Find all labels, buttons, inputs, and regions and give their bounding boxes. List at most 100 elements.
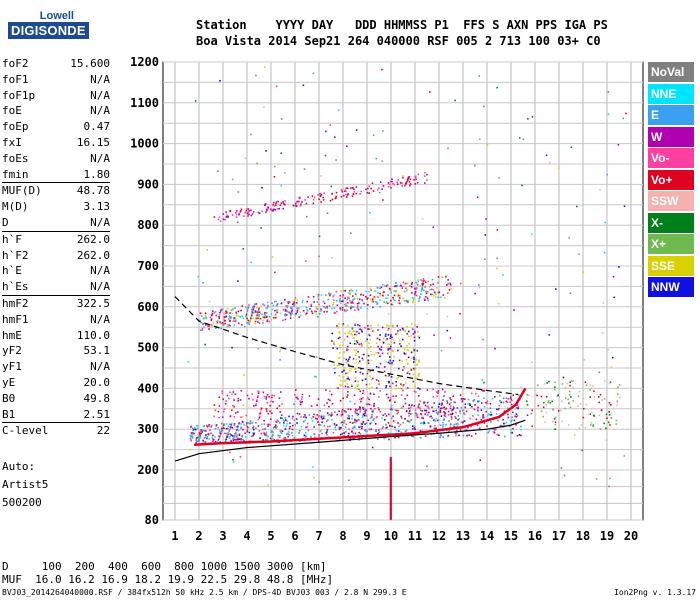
echo-point [510, 403, 513, 406]
echo-point [359, 433, 362, 435]
echo-point [251, 213, 254, 215]
echo-point [234, 307, 236, 309]
echo-point [288, 433, 290, 436]
echo-point [564, 407, 567, 410]
echo-point [375, 416, 378, 419]
echo-point [390, 299, 392, 302]
param-value: 16.15 [76, 135, 110, 149]
echo-point [211, 438, 214, 440]
echo-point [443, 414, 446, 417]
echo-point [438, 408, 440, 410]
echo-point [397, 294, 400, 297]
echo-point [284, 172, 286, 174]
echo-point [387, 375, 389, 378]
param-value: N/A [90, 88, 110, 102]
echo-point [318, 414, 320, 417]
x-tick-label: 20 [624, 529, 638, 543]
echo-point [231, 346, 233, 349]
echo-point [349, 342, 352, 345]
echo-point [582, 407, 585, 410]
echo-point [412, 435, 415, 438]
echo-point [354, 368, 356, 370]
echo-point [316, 404, 318, 406]
echo-point [346, 396, 348, 398]
echo-point [323, 192, 325, 195]
echo-point [459, 412, 462, 414]
echo-point [192, 433, 194, 435]
echo-point [365, 415, 368, 417]
echo-point [350, 288, 352, 291]
echo-point [283, 438, 286, 440]
echo-point [510, 431, 512, 434]
echo-point [505, 400, 508, 403]
param-value: N/A [90, 312, 110, 326]
echo-point [243, 374, 245, 376]
echo-point [506, 401, 509, 403]
echo-point [227, 397, 230, 400]
echo-point [213, 404, 216, 406]
echo-point [510, 395, 512, 398]
x-tick-label: 8 [339, 529, 346, 543]
echo-point [218, 396, 221, 399]
echo-point [408, 407, 410, 410]
echo-point [393, 183, 395, 186]
echo-point [405, 299, 408, 301]
echo-point [225, 310, 227, 312]
echo-point [568, 402, 570, 405]
echo-point [229, 427, 231, 429]
echo-point [610, 366, 613, 369]
echo-point [306, 300, 309, 303]
echo-point [348, 297, 350, 299]
echo-point [418, 297, 421, 300]
echo-point [242, 317, 245, 320]
echo-point [257, 308, 260, 311]
echo-point [349, 369, 351, 372]
echo-point [475, 392, 477, 395]
echo-point [336, 304, 339, 307]
param-row: M(D) 3.13 [2, 199, 110, 215]
echo-point [251, 393, 254, 395]
echo-point [286, 420, 289, 423]
echo-point [241, 305, 244, 307]
echo-point [414, 183, 417, 185]
echo-point [450, 399, 452, 401]
echo-point [407, 335, 410, 338]
echo-point [440, 349, 443, 352]
echo-point [357, 324, 359, 326]
echo-point [520, 428, 523, 431]
echo-point [421, 287, 423, 289]
echo-point [314, 436, 316, 439]
echo-point [293, 303, 296, 306]
echo-point [402, 297, 405, 300]
echo-point [347, 408, 350, 410]
echo-point [248, 431, 251, 434]
param-label: B0 [2, 391, 16, 405]
echo-point [345, 372, 347, 375]
echo-point [361, 353, 364, 356]
echo-point [382, 341, 385, 344]
echo-point [418, 361, 420, 363]
echo-point [330, 292, 332, 295]
echo-point [465, 410, 468, 413]
echo-point [362, 294, 365, 297]
echo-point [280, 414, 283, 417]
echo-point [263, 419, 265, 422]
echo-point [279, 204, 282, 207]
echo-point [475, 418, 478, 421]
echo-point [312, 301, 315, 303]
echo-point [244, 211, 247, 214]
echo-point [276, 207, 279, 210]
echo-point [192, 429, 194, 432]
echo-point [205, 434, 207, 436]
echo-point [446, 402, 449, 404]
echo-point [389, 514, 392, 517]
echo-point [216, 321, 219, 324]
echo-point [347, 348, 349, 351]
echo-point [386, 426, 388, 429]
echo-point [445, 275, 447, 278]
echo-point [444, 391, 446, 393]
echo-point [289, 315, 292, 317]
echo-point [364, 414, 366, 417]
echo-point [341, 424, 344, 426]
echo-point [296, 299, 299, 301]
